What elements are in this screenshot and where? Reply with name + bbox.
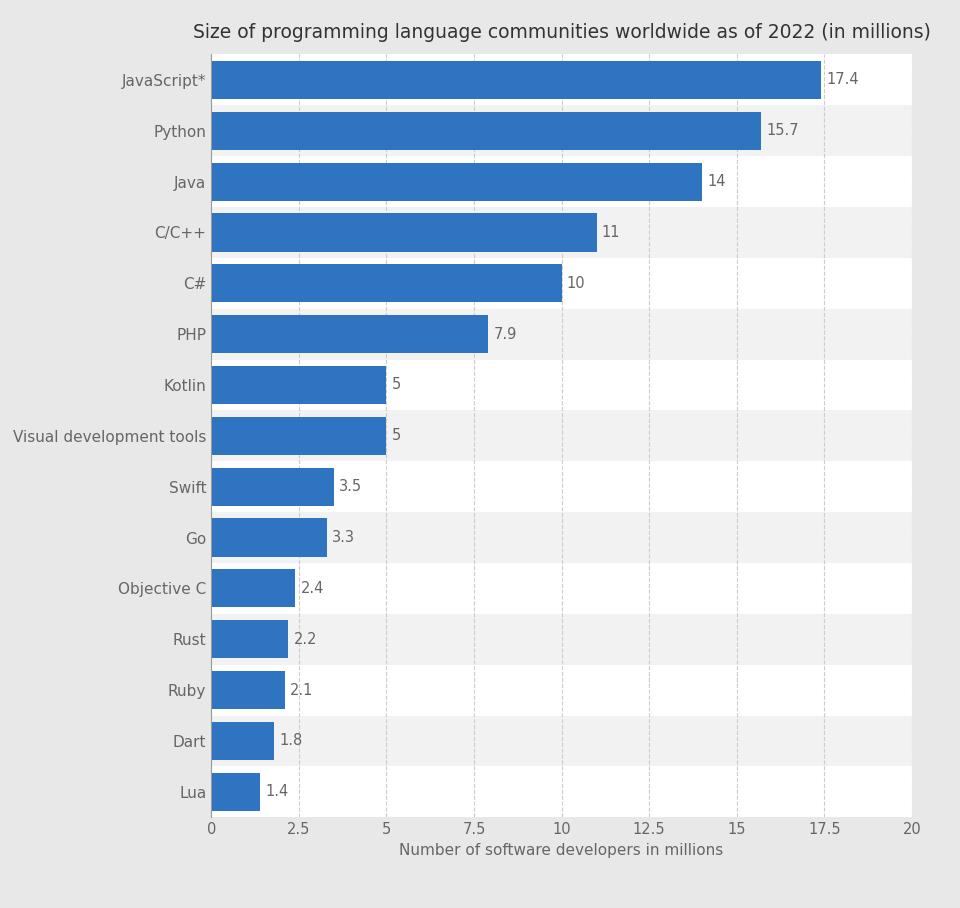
Text: 5: 5 (392, 429, 401, 443)
Bar (211, 518, 326, 557)
Bar (211, 366, 386, 404)
Bar (211, 61, 821, 99)
Bar (211, 722, 275, 760)
Text: 1.8: 1.8 (279, 734, 302, 748)
Bar (211, 112, 761, 150)
Bar (211, 315, 488, 353)
Text: 17.4: 17.4 (827, 73, 859, 87)
Bar (211, 563, 912, 614)
Bar (211, 773, 260, 811)
Bar (211, 360, 912, 410)
Bar (211, 163, 702, 201)
Title: Size of programming language communities worldwide as of 2022 (in millions): Size of programming language communities… (193, 23, 930, 42)
Text: 15.7: 15.7 (767, 123, 800, 138)
Bar (211, 569, 296, 607)
Bar (211, 766, 912, 817)
X-axis label: Number of software developers in millions: Number of software developers in million… (399, 843, 724, 858)
Bar (211, 207, 912, 258)
Text: 2.4: 2.4 (300, 581, 324, 596)
Text: 3.5: 3.5 (339, 479, 362, 494)
Bar (211, 410, 912, 461)
Text: 14: 14 (707, 174, 726, 189)
Bar (211, 468, 334, 506)
Bar (211, 213, 596, 252)
Bar (211, 105, 912, 156)
Text: 10: 10 (566, 276, 586, 291)
Bar (211, 264, 562, 302)
Bar (211, 512, 912, 563)
Bar (211, 258, 912, 309)
Bar (211, 665, 912, 716)
Text: 2.2: 2.2 (294, 632, 317, 646)
Bar (211, 614, 912, 665)
Bar (211, 716, 912, 766)
Text: 3.3: 3.3 (332, 530, 355, 545)
Text: 7.9: 7.9 (493, 327, 516, 341)
Bar (211, 671, 285, 709)
Bar (211, 54, 912, 105)
Text: 5: 5 (392, 378, 401, 392)
Bar (211, 417, 386, 455)
Text: 1.4: 1.4 (266, 785, 289, 799)
Text: 2.1: 2.1 (290, 683, 313, 697)
Text: 11: 11 (602, 225, 620, 240)
Bar (211, 461, 912, 512)
Bar (211, 620, 288, 658)
Bar (211, 156, 912, 207)
Bar (211, 309, 912, 360)
